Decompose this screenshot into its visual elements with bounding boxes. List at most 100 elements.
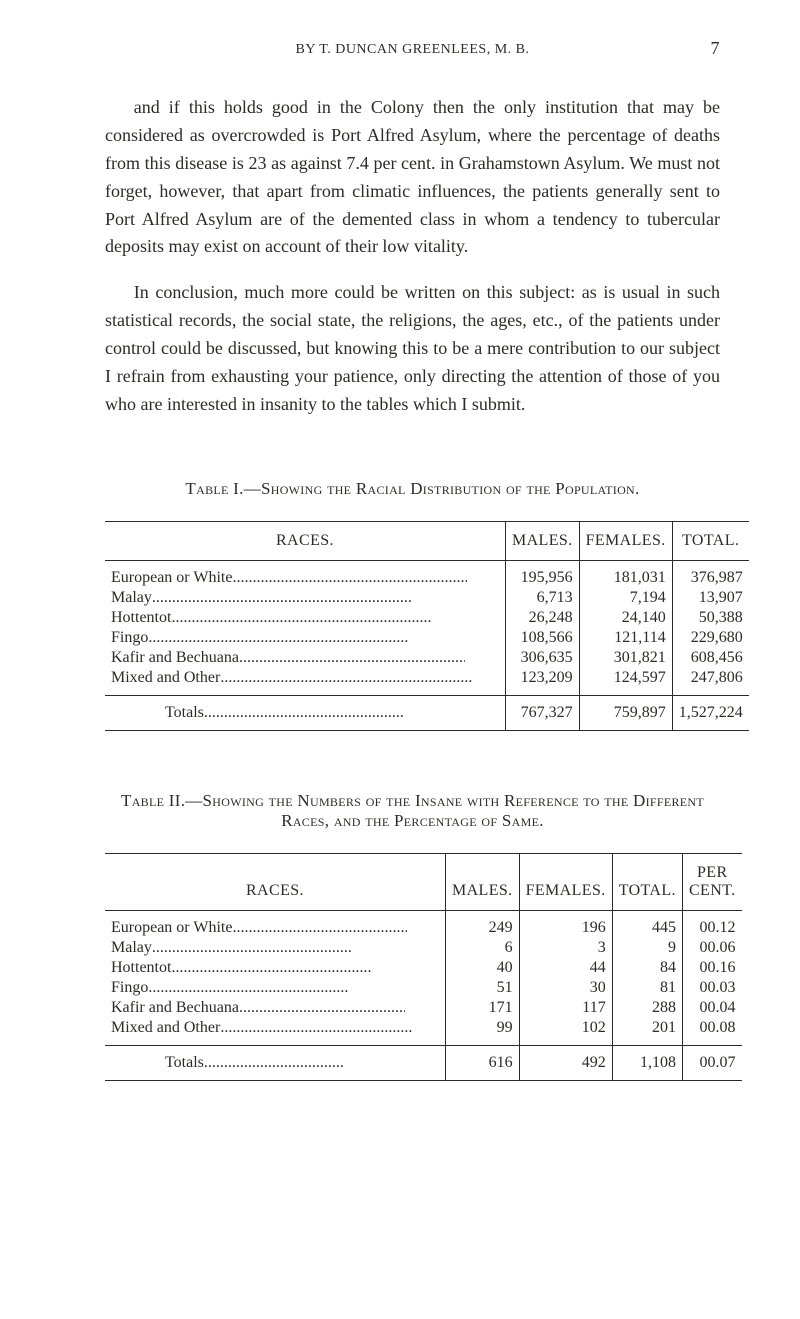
table2-cell: 30: [519, 978, 612, 998]
table2-cell: 171: [445, 998, 519, 1018]
table-row: Malay...................................…: [105, 588, 749, 608]
table1-cell: 50,388: [672, 608, 749, 628]
table2-cell: 3: [519, 938, 612, 958]
table2-header-cell: PER CENT.: [682, 853, 741, 910]
row-label-text: European or White: [111, 569, 232, 586]
row-label-text: Kafir and Bechuana: [111, 999, 239, 1016]
table-row: Fingo...................................…: [105, 628, 749, 648]
dot-leader: ........................................…: [148, 629, 408, 647]
table1-cell: 608,456: [672, 648, 749, 668]
totals-label-text: Totals: [165, 1054, 204, 1071]
table-row: Kafir and Bechuana......................…: [105, 998, 742, 1018]
table1-cell: 195,956: [505, 560, 579, 588]
body-text: and if this holds good in the Colony the…: [105, 94, 720, 419]
table1-header-cell: FEMALES.: [579, 521, 672, 560]
dot-leader: ........................................…: [171, 609, 431, 627]
table2-header-cell: MALES.: [445, 853, 519, 910]
totals-label-text: Totals: [165, 704, 204, 721]
row-label-text: European or White: [111, 919, 232, 936]
body-paragraph: and if this holds good in the Colony the…: [105, 94, 720, 261]
table2-totals-cell: 616: [445, 1045, 519, 1080]
table2-cell: 102: [519, 1018, 612, 1046]
running-head: BY T. DUNCAN GREENLEES, M. B. 7: [105, 42, 720, 58]
dot-leader: ........................................…: [239, 649, 465, 667]
table-row: Fingo...................................…: [105, 978, 742, 998]
row-label-text: Fingo: [111, 979, 148, 996]
table2-row-label: Malay...................................…: [105, 938, 445, 958]
row-label-text: Hottentot: [111, 959, 171, 976]
table1-cell: 301,821: [579, 648, 672, 668]
table2-cell: 00.08: [682, 1018, 741, 1046]
table2-cell: 117: [519, 998, 612, 1018]
table1-cell: 124,597: [579, 668, 672, 696]
table1-totals-label: Totals..................................…: [105, 695, 505, 730]
table2-cell: 288: [612, 998, 682, 1018]
table2-totals-cell: 1,108: [612, 1045, 682, 1080]
dot-leader: ........................................…: [148, 979, 348, 997]
table2-cell: 99: [445, 1018, 519, 1046]
table2-cell: 81: [612, 978, 682, 998]
table1-totals-cell: 1,527,224: [672, 695, 749, 730]
table-row: European or White.......................…: [105, 910, 742, 938]
table1-cell: 229,680: [672, 628, 749, 648]
table-row: European or White.......................…: [105, 560, 749, 588]
table2-cell: 249: [445, 910, 519, 938]
table1-cell: 108,566: [505, 628, 579, 648]
table2-row-label: Fingo...................................…: [105, 978, 445, 998]
table2-header-cell: RACES.: [105, 853, 445, 910]
table2-cell: 201: [612, 1018, 682, 1046]
table1-row-label: Malay...................................…: [105, 588, 505, 608]
table1-cell: 376,987: [672, 560, 749, 588]
table-row: Hottentot...............................…: [105, 608, 749, 628]
table2-row-label: Kafir and Bechuana......................…: [105, 998, 445, 1018]
table1-cell: 7,194: [579, 588, 672, 608]
table2-totals-cell: 492: [519, 1045, 612, 1080]
table1-cell: 24,140: [579, 608, 672, 628]
dot-leader: ........................................…: [152, 589, 412, 607]
table2-row-label: European or White.......................…: [105, 910, 445, 938]
dot-leader: ........................................…: [204, 1054, 344, 1072]
table2-cell: 00.12: [682, 910, 741, 938]
table1-header-cell: TOTAL.: [672, 521, 749, 560]
table-row: Kafir and Bechuana......................…: [105, 648, 749, 668]
table2-totals-label: Totals..................................…: [105, 1045, 445, 1080]
row-label-text: Malay: [111, 589, 152, 606]
table2-cell: 6: [445, 938, 519, 958]
table1-row-label: Fingo...................................…: [105, 628, 505, 648]
table2-cell: 9: [612, 938, 682, 958]
table-2: RACES.MALES.FEMALES.TOTAL.PER CENT.Europ…: [105, 853, 742, 1081]
dot-leader: ........................................…: [232, 569, 467, 587]
table1-row-label: Hottentot...............................…: [105, 608, 505, 628]
table1-cell: 123,209: [505, 668, 579, 696]
table1-cell: 181,031: [579, 560, 672, 588]
table1-totals-cell: 759,897: [579, 695, 672, 730]
table2-totals-row: Totals..................................…: [105, 1045, 742, 1080]
table2-cell: 51: [445, 978, 519, 998]
row-label-text: Kafir and Bechuana: [111, 649, 239, 666]
table1-header-cell: MALES.: [505, 521, 579, 560]
body-paragraph: In conclusion, much more could be writte…: [105, 279, 720, 418]
table1-totals-row: Totals..................................…: [105, 695, 749, 730]
table2-totals-cell: 00.07: [682, 1045, 741, 1080]
table1-cell: 121,114: [579, 628, 672, 648]
dot-leader: ........................................…: [204, 704, 404, 722]
table1-cell: 13,907: [672, 588, 749, 608]
table2-row-label: Mixed and Other.........................…: [105, 1018, 445, 1046]
table1-totals-cell: 767,327: [505, 695, 579, 730]
dot-leader: ........................................…: [232, 919, 407, 937]
table1-cell: 247,806: [672, 668, 749, 696]
table1-cell: 26,248: [505, 608, 579, 628]
table1-header-cell: RACES.: [105, 521, 505, 560]
table2-header-cell: FEMALES.: [519, 853, 612, 910]
table1-row-label: Mixed and Other.........................…: [105, 668, 505, 696]
dot-leader: ........................................…: [239, 999, 405, 1017]
table-2-caption: Table II.—Showing the Numbers of the Ins…: [105, 791, 720, 831]
table2-cell: 00.16: [682, 958, 741, 978]
table1-row-label: Kafir and Bechuana......................…: [105, 648, 505, 668]
row-label-text: Malay: [111, 939, 152, 956]
dot-leader: ........................................…: [220, 669, 473, 687]
running-head-text: BY T. DUNCAN GREENLEES, M. B.: [296, 42, 530, 57]
table-row: Hottentot...............................…: [105, 958, 742, 978]
table2-cell: 00.03: [682, 978, 741, 998]
row-label-text: Fingo: [111, 629, 148, 646]
